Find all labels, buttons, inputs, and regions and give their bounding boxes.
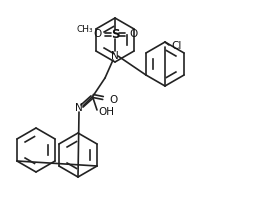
Text: N: N: [75, 103, 83, 113]
Text: O: O: [129, 29, 137, 39]
Text: CH₃: CH₃: [76, 24, 93, 34]
Text: S: S: [111, 28, 119, 40]
Text: O: O: [93, 29, 101, 39]
Text: O: O: [109, 95, 117, 105]
Text: N: N: [111, 51, 119, 61]
Text: Cl: Cl: [171, 41, 181, 51]
Text: OH: OH: [98, 107, 114, 117]
